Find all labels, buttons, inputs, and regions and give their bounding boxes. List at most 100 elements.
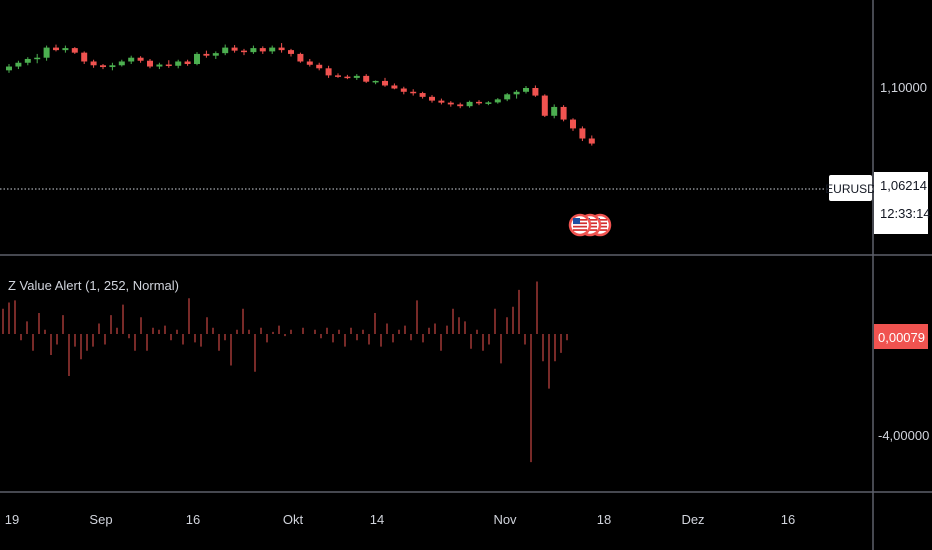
time-axis[interactable]: 19 Sep 16 Okt 14 Nov 18 Dez 16 [5,512,795,527]
z-value-bars [2,281,568,463]
candle [259,46,266,54]
candle [137,56,144,63]
candle-body [259,48,266,52]
candle-body [90,61,97,66]
candle [551,104,558,119]
candle-body [288,50,294,54]
candle-body [147,60,153,67]
time-axis-label: Sep [89,512,112,527]
candle [560,105,567,122]
candle-body [485,102,492,104]
candle-body [222,47,229,54]
candle [203,50,210,58]
candle-body [71,48,78,53]
candle-body [438,100,445,103]
candle-body [100,65,106,68]
candle [316,62,323,71]
candle [579,126,586,142]
candle-body [419,93,426,97]
candle [541,94,548,118]
candle [335,73,341,78]
candle-body [184,61,191,65]
candle-body [494,99,501,103]
candle [288,48,294,57]
candle-body [504,94,511,100]
indicator-value-badge: 0,00079 [874,324,928,349]
indicator-axis-tick: -4,00000 [878,428,929,443]
last-price-value: 1,06214 [880,178,927,193]
candle-body [34,57,41,60]
candle-body [532,88,539,96]
candle-body [6,66,12,71]
candle-body [400,88,407,92]
symbol-badge[interactable]: EURUSD [825,175,876,201]
candle-body [429,96,435,101]
candle [165,60,172,68]
candle [532,85,539,97]
us-flag-icon[interactable] [568,213,592,237]
event-markers[interactable] [568,213,612,237]
candle [306,58,313,67]
candle-body [118,61,125,66]
candle-body [457,104,464,107]
candle [466,100,473,108]
time-axis-label: 16 [186,512,200,527]
candle [382,77,388,87]
candle-body [382,80,388,86]
candle-body [81,52,88,62]
candle-body [128,57,135,62]
candle [344,74,351,80]
candle-body [278,47,285,51]
candle [90,59,97,68]
time-axis-label: 19 [5,512,19,527]
candle-body [137,57,144,61]
candle-body [53,47,59,51]
candle [212,51,219,59]
candle [513,90,520,99]
candle-body [15,62,22,67]
time-axis-label: Nov [493,512,517,527]
candle-body [62,48,69,51]
indicator-last-value: 0,00079 [878,330,925,345]
candle [184,59,191,66]
candle-body [109,65,116,68]
last-price-badge: 1,06214 12:33:14 [874,172,931,234]
candle-body [325,68,332,76]
candle-body [175,61,182,66]
candle-body [335,75,341,77]
time-axis-label: 14 [370,512,384,527]
candle [429,95,435,103]
indicator-title[interactable]: Z Value Alert (1, 252, Normal) [8,278,179,293]
candle [372,80,379,85]
candle [250,45,257,54]
candle-body [410,91,417,94]
symbol-label: EURUSD [825,182,876,196]
candle-body [24,58,31,63]
candle [156,62,163,70]
candle-body [579,128,586,139]
candle [222,44,229,56]
price-axis-tick: 1,10000 [880,80,927,95]
candle [15,60,22,70]
candle-body [447,102,454,105]
candle [438,98,445,105]
candle [588,135,595,146]
candle-body [551,106,558,116]
candle [419,91,426,99]
candle [6,64,12,73]
candle [457,102,464,109]
candle [353,74,360,80]
candle [175,59,182,69]
candle-body [297,53,304,62]
candle-body [241,50,247,53]
candle [570,118,576,131]
candle [147,58,153,69]
candle-body [588,138,595,144]
candle-body [513,91,520,95]
candle-body [194,53,200,65]
candle-body [560,106,567,120]
candle [118,59,125,67]
candle [71,47,78,54]
candle-body [269,47,276,52]
